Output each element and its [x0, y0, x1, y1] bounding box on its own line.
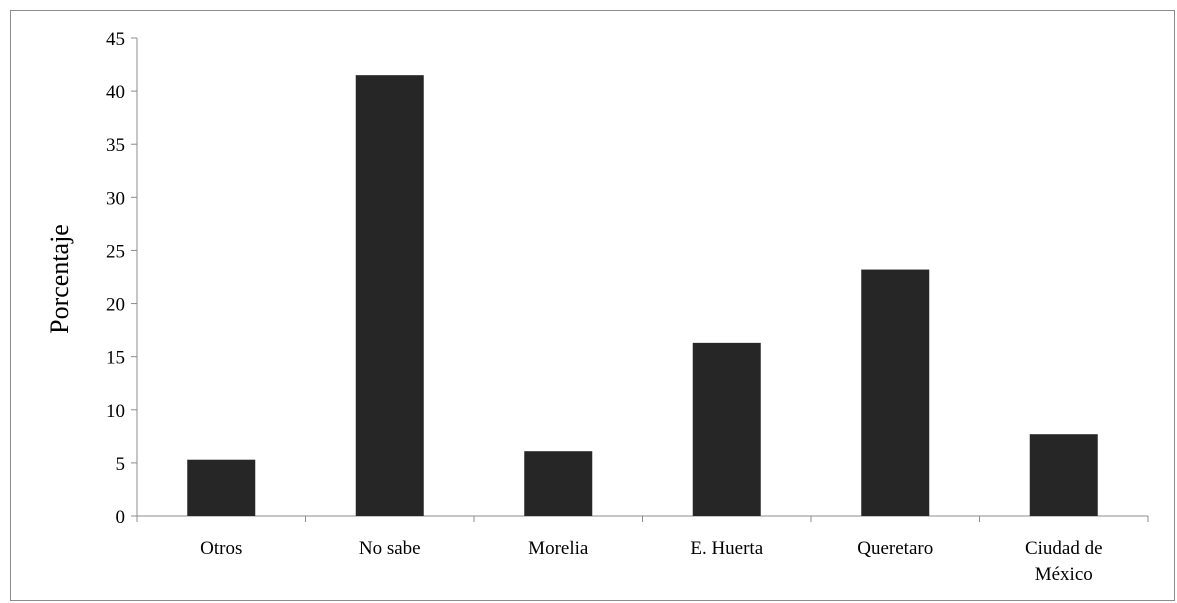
x-category-label: Ciudad de México — [1025, 538, 1103, 585]
axes — [136, 38, 1149, 522]
x-category-label: Morelia — [528, 538, 589, 559]
y-tick-label: 40 — [106, 82, 125, 103]
y-tick-label: 35 — [106, 135, 125, 156]
y-tick-label: 30 — [106, 188, 125, 209]
x-category-label: Queretaro — [857, 538, 933, 559]
y-tick-label: 0 — [116, 507, 126, 528]
bar — [1029, 434, 1098, 516]
x-category-label: No sabe — [359, 538, 421, 559]
y-tick-label: 20 — [106, 295, 125, 316]
y-tick-label: 45 — [106, 29, 125, 50]
y-axis-title: Porcentaje — [45, 224, 74, 334]
y-ticks: 0 5 10 15 20 25 30 35 40 45 — [106, 29, 137, 528]
y-tick-label: 5 — [116, 454, 126, 475]
y-tick-label: 25 — [106, 241, 125, 262]
x-category-label: E. Huerta — [690, 538, 763, 559]
x-category-label: Otros — [200, 538, 242, 559]
bar — [187, 459, 256, 516]
bar — [355, 75, 424, 516]
bar — [524, 451, 593, 516]
bar — [692, 342, 761, 516]
y-tick-label: 10 — [106, 401, 125, 422]
y-tick-label: 15 — [106, 348, 125, 369]
bars — [187, 75, 1098, 516]
x-labels: Otros No sabe Morelia E. Huerta Queretaro Ciu… — [200, 538, 1102, 585]
bar — [861, 269, 930, 516]
